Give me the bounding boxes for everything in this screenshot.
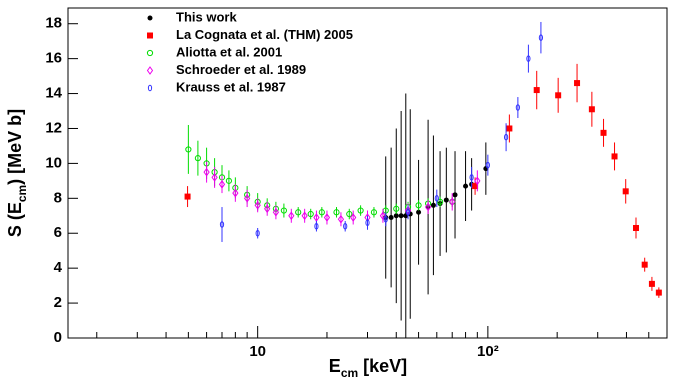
marker <box>323 213 331 222</box>
marker <box>503 133 509 141</box>
marker <box>232 188 239 198</box>
marker <box>588 106 595 113</box>
marker <box>430 202 436 208</box>
marker <box>416 209 422 215</box>
marker <box>526 55 531 62</box>
marker <box>203 167 210 177</box>
y-tick-label: 8 <box>54 189 62 206</box>
marker <box>337 214 345 224</box>
marker <box>211 173 218 182</box>
marker <box>264 204 271 214</box>
marker <box>393 213 399 219</box>
plot-frame <box>67 7 668 339</box>
marker <box>146 49 154 57</box>
marker <box>350 213 357 222</box>
marker <box>295 209 302 216</box>
marker <box>254 200 261 210</box>
marker <box>343 222 348 230</box>
marker <box>218 179 226 189</box>
legend-label: This work <box>176 9 237 24</box>
marker <box>393 205 400 212</box>
marker <box>219 221 225 228</box>
marker <box>474 176 481 186</box>
marker <box>357 207 364 214</box>
marker <box>463 183 469 189</box>
y-tick-label: 0 <box>54 329 62 346</box>
marker <box>301 211 308 221</box>
marker <box>434 195 439 202</box>
marker <box>272 207 280 217</box>
y-tick-label: 16 <box>45 50 62 67</box>
legend-label: Krauss et al. 1987 <box>176 79 286 94</box>
legend-label: Schroeder et al. 1989 <box>176 62 306 77</box>
legend-label: La Cognata et al. (THM) 2005 <box>176 27 353 42</box>
marker <box>398 213 404 219</box>
marker <box>415 202 422 209</box>
marker <box>405 208 411 216</box>
y-tick-label: 14 <box>45 85 62 102</box>
marker <box>641 261 648 268</box>
marker <box>185 146 192 153</box>
y-tick-label: 6 <box>54 224 62 241</box>
marker <box>147 15 153 21</box>
y-axis-title: S (Ecm) [MeV b] <box>5 109 29 237</box>
marker <box>388 215 394 221</box>
marker <box>255 229 260 237</box>
marker <box>600 129 607 136</box>
marker <box>147 84 153 92</box>
marker <box>244 193 251 203</box>
marker <box>146 66 154 75</box>
marker <box>424 202 432 212</box>
marker <box>436 198 444 205</box>
marker <box>194 155 201 162</box>
marker <box>574 80 581 87</box>
marker <box>383 215 388 223</box>
marker <box>469 174 474 181</box>
marker <box>288 211 295 221</box>
marker <box>184 193 191 200</box>
x-axis-title: Ecm [keV] <box>329 356 407 379</box>
marker <box>449 197 456 207</box>
marker <box>225 177 233 184</box>
marker <box>506 125 513 132</box>
marker <box>307 210 314 218</box>
marker <box>370 209 378 216</box>
marker <box>632 225 639 231</box>
marker <box>515 104 520 111</box>
marker <box>648 280 655 287</box>
x-tick-label: 10 <box>249 343 266 360</box>
legend-label: Aliotta et al. 2001 <box>176 44 282 59</box>
marker <box>333 209 340 216</box>
marker <box>147 32 153 39</box>
marker <box>314 222 319 230</box>
marker <box>611 153 618 160</box>
y-tick-label: 2 <box>54 294 62 311</box>
y-tick-label: 4 <box>54 259 63 276</box>
marker <box>485 161 490 169</box>
marker <box>452 192 458 198</box>
marker <box>555 92 562 99</box>
marker <box>379 211 387 221</box>
marker <box>655 289 662 296</box>
marker <box>472 183 479 190</box>
y-tick-label: 18 <box>45 15 62 32</box>
marker <box>365 219 370 227</box>
marker <box>533 87 540 94</box>
x-tick-label: 10² <box>477 343 499 360</box>
y-tick-label: 10 <box>45 154 62 171</box>
marker <box>318 209 325 216</box>
marker <box>538 34 544 41</box>
marker <box>346 210 353 218</box>
marker <box>443 197 449 203</box>
marker <box>622 188 629 195</box>
y-tick-label: 12 <box>45 119 62 136</box>
marker <box>280 207 287 214</box>
